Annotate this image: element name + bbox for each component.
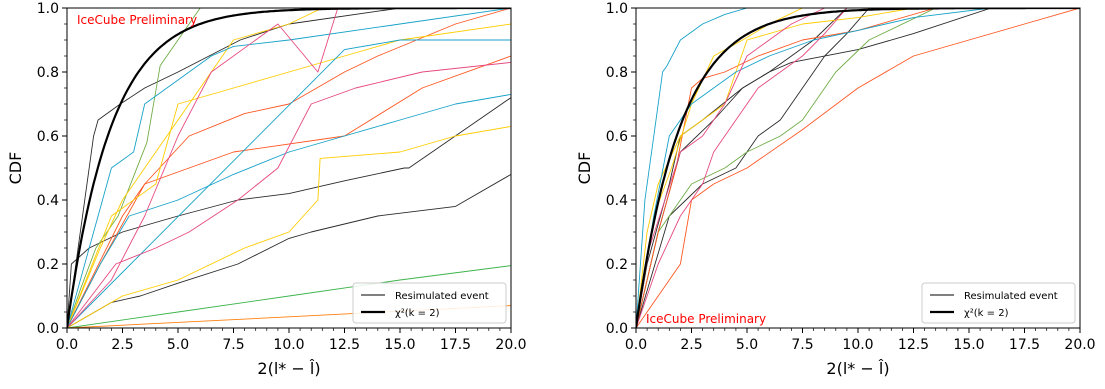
legend-label-2: χ²(k = 2) xyxy=(395,308,440,319)
legend: Resimulated event χ²(k = 2) xyxy=(352,282,507,324)
series-line-10 xyxy=(636,8,992,328)
series-line-7 xyxy=(67,8,511,328)
series-line-16 xyxy=(67,61,511,328)
series-line-5 xyxy=(67,8,201,328)
legend-box xyxy=(921,282,1076,324)
y-tick-label: 0.2 xyxy=(606,257,628,273)
series-line-4 xyxy=(636,8,936,328)
series-line-1 xyxy=(67,8,511,328)
x-tick-label: 12.5 xyxy=(898,337,929,353)
series-line-1 xyxy=(636,8,848,328)
y-tick-label: 0.4 xyxy=(37,193,59,209)
x-tick-label: 7.5 xyxy=(222,337,244,353)
x-tick-label: 20.0 xyxy=(1064,337,1095,353)
series-line-11 xyxy=(67,8,323,328)
series-line-11 xyxy=(636,8,848,328)
legend-label-1: Resimulated event xyxy=(964,291,1058,302)
series-line-15 xyxy=(67,8,339,328)
x-tick-label: 15.0 xyxy=(384,337,415,353)
x-tick-label: 20.0 xyxy=(495,337,526,353)
series-line-3 xyxy=(67,174,511,328)
series-line-12 xyxy=(636,8,825,328)
y-tick-label: 0.0 xyxy=(606,321,628,337)
y-axis-label: CDF xyxy=(575,152,594,185)
x-tick-label: 15.0 xyxy=(953,337,984,353)
y-tick-label: 0.4 xyxy=(606,193,628,209)
axes-frame xyxy=(66,7,512,329)
series-line-5 xyxy=(636,8,1080,328)
chi2-reference-curve xyxy=(67,8,511,328)
y-tick-label: 0.0 xyxy=(37,321,59,337)
series-line-4 xyxy=(67,265,511,328)
y-axis-label: CDF xyxy=(6,152,25,185)
legend-label-2: χ²(k = 2) xyxy=(964,308,1009,319)
y-tick-label: 0.8 xyxy=(606,65,628,81)
x-tick-label: 2.5 xyxy=(680,337,702,353)
series-line-13 xyxy=(67,93,511,328)
series-line-8 xyxy=(67,55,511,328)
series-line-3 xyxy=(636,8,992,328)
x-tick-label: 0.0 xyxy=(625,337,647,353)
y-tick-label: 0.6 xyxy=(37,129,59,145)
legend-label-1: Resimulated event xyxy=(395,291,489,302)
legend: Resimulated event χ²(k = 2) xyxy=(921,282,1076,324)
x-tick-label: 17.5 xyxy=(1009,337,1040,353)
y-tick-label: 0.6 xyxy=(606,129,628,145)
series-line-6 xyxy=(636,8,936,328)
plot-area xyxy=(636,8,1080,328)
y-tick-label: 1.0 xyxy=(37,1,59,17)
chart-panel-2: 0.0 2.5 5.0 7.5 10.0 12.5 15.0 17.5 20.0 0.0 0.2 0.… xyxy=(575,1,1096,378)
y-tick-label: 0.2 xyxy=(37,257,59,273)
series-line-14 xyxy=(67,39,511,328)
series-line-12 xyxy=(67,8,511,328)
icecube-preliminary-label: IceCube Preliminary xyxy=(77,13,197,27)
x-axis-label: 2(l* − l̂) xyxy=(826,359,889,378)
chi2-reference-curve xyxy=(636,8,1080,328)
icecube-preliminary-label: IceCube Preliminary xyxy=(646,312,766,326)
x-tick-label: 10.0 xyxy=(842,337,873,353)
plot-area xyxy=(67,8,511,328)
x-tick-label: 5.0 xyxy=(736,337,758,353)
y-tick-label: 1.0 xyxy=(606,1,628,17)
x-tick-label: 7.5 xyxy=(791,337,813,353)
y-tick-label: 0.8 xyxy=(37,65,59,81)
x-tick-label: 2.5 xyxy=(111,337,133,353)
x-tick-label: 17.5 xyxy=(440,337,471,353)
series-line-7 xyxy=(636,8,914,328)
series-line-9 xyxy=(67,23,511,328)
x-tick-label: 10.0 xyxy=(273,337,304,353)
series-line-2 xyxy=(636,8,870,328)
x-tick-label: 12.5 xyxy=(329,337,360,353)
series-line-10 xyxy=(67,125,511,328)
axes-frame xyxy=(635,7,1081,329)
x-tick-label: 5.0 xyxy=(167,337,189,353)
x-tick-label: 0.0 xyxy=(56,337,78,353)
x-axis-label: 2(l* − l̂) xyxy=(257,359,320,378)
chart-panel-1: 0.0 2.5 5.0 7.5 10.0 12.5 15.0 17.5 20.0 0.0 0.2 0.… xyxy=(6,1,527,378)
series-line-9 xyxy=(636,8,748,328)
legend-box xyxy=(352,282,507,324)
